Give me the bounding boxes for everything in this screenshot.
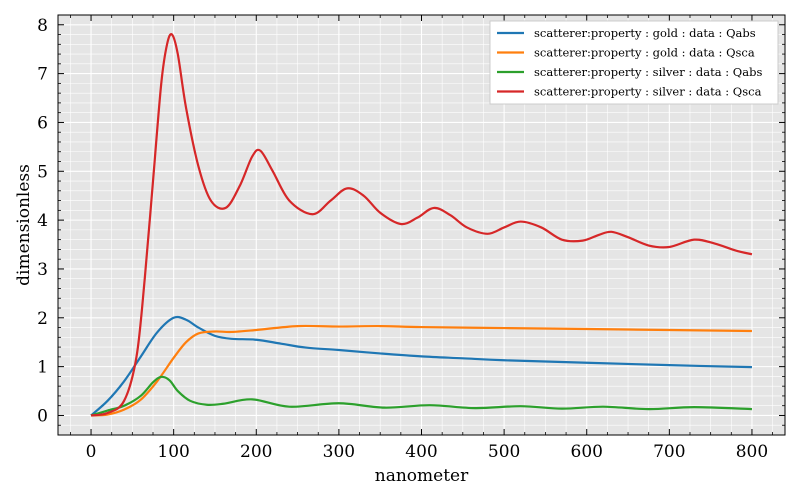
y-tick-label: 3 xyxy=(37,260,48,280)
y-tick-label: 4 xyxy=(37,211,48,231)
x-tick-label: 500 xyxy=(488,442,520,462)
legend-box xyxy=(489,20,779,105)
x-tick-label: 800 xyxy=(736,442,768,462)
x-tick-label: 400 xyxy=(405,442,437,462)
axis-ticks xyxy=(58,15,785,435)
tick-labels: 0 100 200 300 400 500 600 700 800 0 1 2 3 4 5 6 7 8 xyxy=(37,16,768,462)
legend-label-0: scatterer:property : gold : data : Qabs xyxy=(534,26,756,40)
series-line-3 xyxy=(90,33,753,417)
y-tick-label: 1 xyxy=(37,358,48,378)
y-axis-label: dimensionless xyxy=(14,164,34,286)
y-tick-label: 2 xyxy=(37,309,48,329)
y-tick-label: 8 xyxy=(37,16,48,36)
series-line-2 xyxy=(90,375,752,417)
y-tick-label: 0 xyxy=(37,406,48,426)
y-tick-label: 6 xyxy=(37,113,48,133)
y-tick-label: 7 xyxy=(37,65,48,85)
y-tick-label: 5 xyxy=(37,162,48,182)
x-tick-label: 600 xyxy=(571,442,603,462)
series-line-0 xyxy=(90,315,752,417)
legend-label-1: scatterer:property : gold : data : Qsca xyxy=(534,46,755,60)
legend-entries: scatterer:property : gold : data : Qabs s… xyxy=(497,26,762,99)
x-tick-label: 200 xyxy=(240,442,272,462)
series-line-1 xyxy=(90,324,752,417)
legend-label-3: scatterer:property : silver : data : Qsc… xyxy=(534,85,762,99)
legend: scatterer:property : gold : data : Qabs s… xyxy=(489,20,779,105)
x-tick-label: 0 xyxy=(86,442,97,462)
x-tick-label: 700 xyxy=(653,442,685,462)
x-tick-label: 300 xyxy=(323,442,355,462)
x-tick-label: 100 xyxy=(157,442,189,462)
series-layer xyxy=(90,33,753,417)
x-axis-label: nanometer xyxy=(375,466,469,486)
legend-label-2: scatterer:property : silver : data : Qab… xyxy=(534,65,762,79)
